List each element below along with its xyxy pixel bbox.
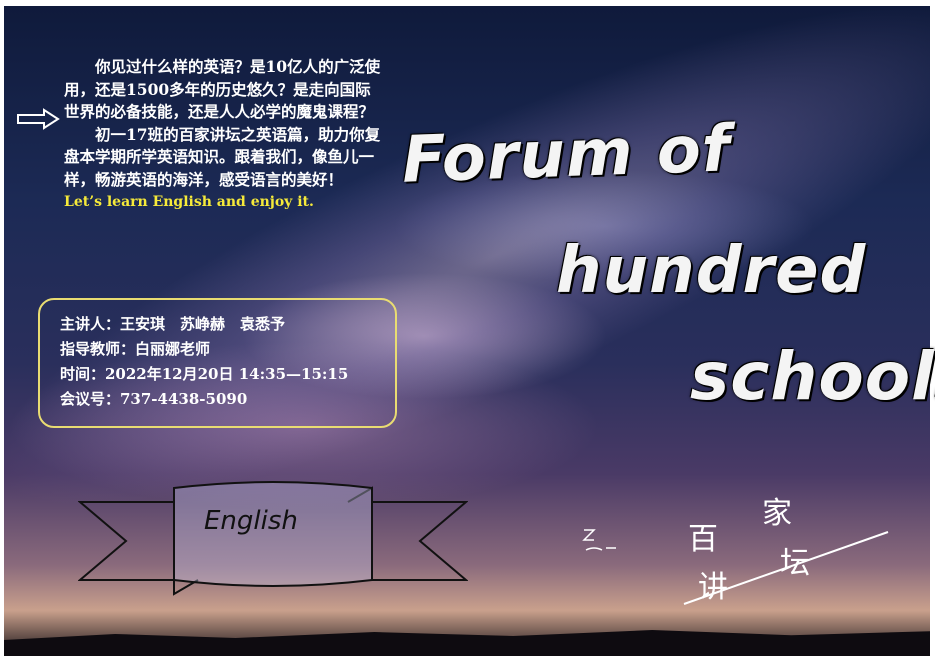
intro-text: 你见过什么样的英语？是10亿人的广泛使用，还是1500多年的历史悠久？是走向国际… xyxy=(64,56,382,214)
ribbon-banner xyxy=(78,481,468,596)
arrow-right-icon xyxy=(17,108,60,130)
advisor-line: 指导教师：白丽娜老师 xyxy=(60,340,211,358)
ribbon-label: English xyxy=(204,506,298,536)
speakers-line: 主讲人：王安琪 苏峥赫 袁悉予 xyxy=(60,315,286,333)
title-line-1: Forum of xyxy=(400,112,732,198)
title-line-2: hundred xyxy=(556,234,867,308)
event-info: 主讲人：王安琪 苏峥赫 袁悉予 指导教师：白丽娜老师 时间：2022年12月20… xyxy=(60,312,348,412)
intro-english-line: Let’s learn English and enjoy it. xyxy=(64,194,314,210)
logo-calligraphy: 百 家 讲 坛 xyxy=(576,486,896,616)
intro-paragraph-2: 初一17班的百家讲坛之英语篇，助力你复盘本学期所学英语知识。跟着我们，像鱼儿一样… xyxy=(64,124,381,189)
logo-char-jiang: 讲 xyxy=(698,570,728,605)
meeting-id-line: 会议号：737-4438-5090 xyxy=(60,390,248,408)
title-line-3: schools xyxy=(690,338,935,415)
poster-background xyxy=(4,6,930,656)
logo-char-tan: 坛 xyxy=(780,546,810,581)
intro-paragraph-1: 你见过什么样的英语？是10亿人的广泛使用，还是1500多年的历史悠久？是走向国际… xyxy=(64,57,381,121)
logo-char-jia: 家 xyxy=(762,496,792,531)
time-line: 时间：2022年12月20日 14:35—15:15 xyxy=(60,365,349,383)
info-box xyxy=(38,298,397,428)
logo-strokes xyxy=(582,529,889,605)
hill-silhouette xyxy=(4,630,930,656)
logo-char-bai: 百 xyxy=(688,522,718,557)
